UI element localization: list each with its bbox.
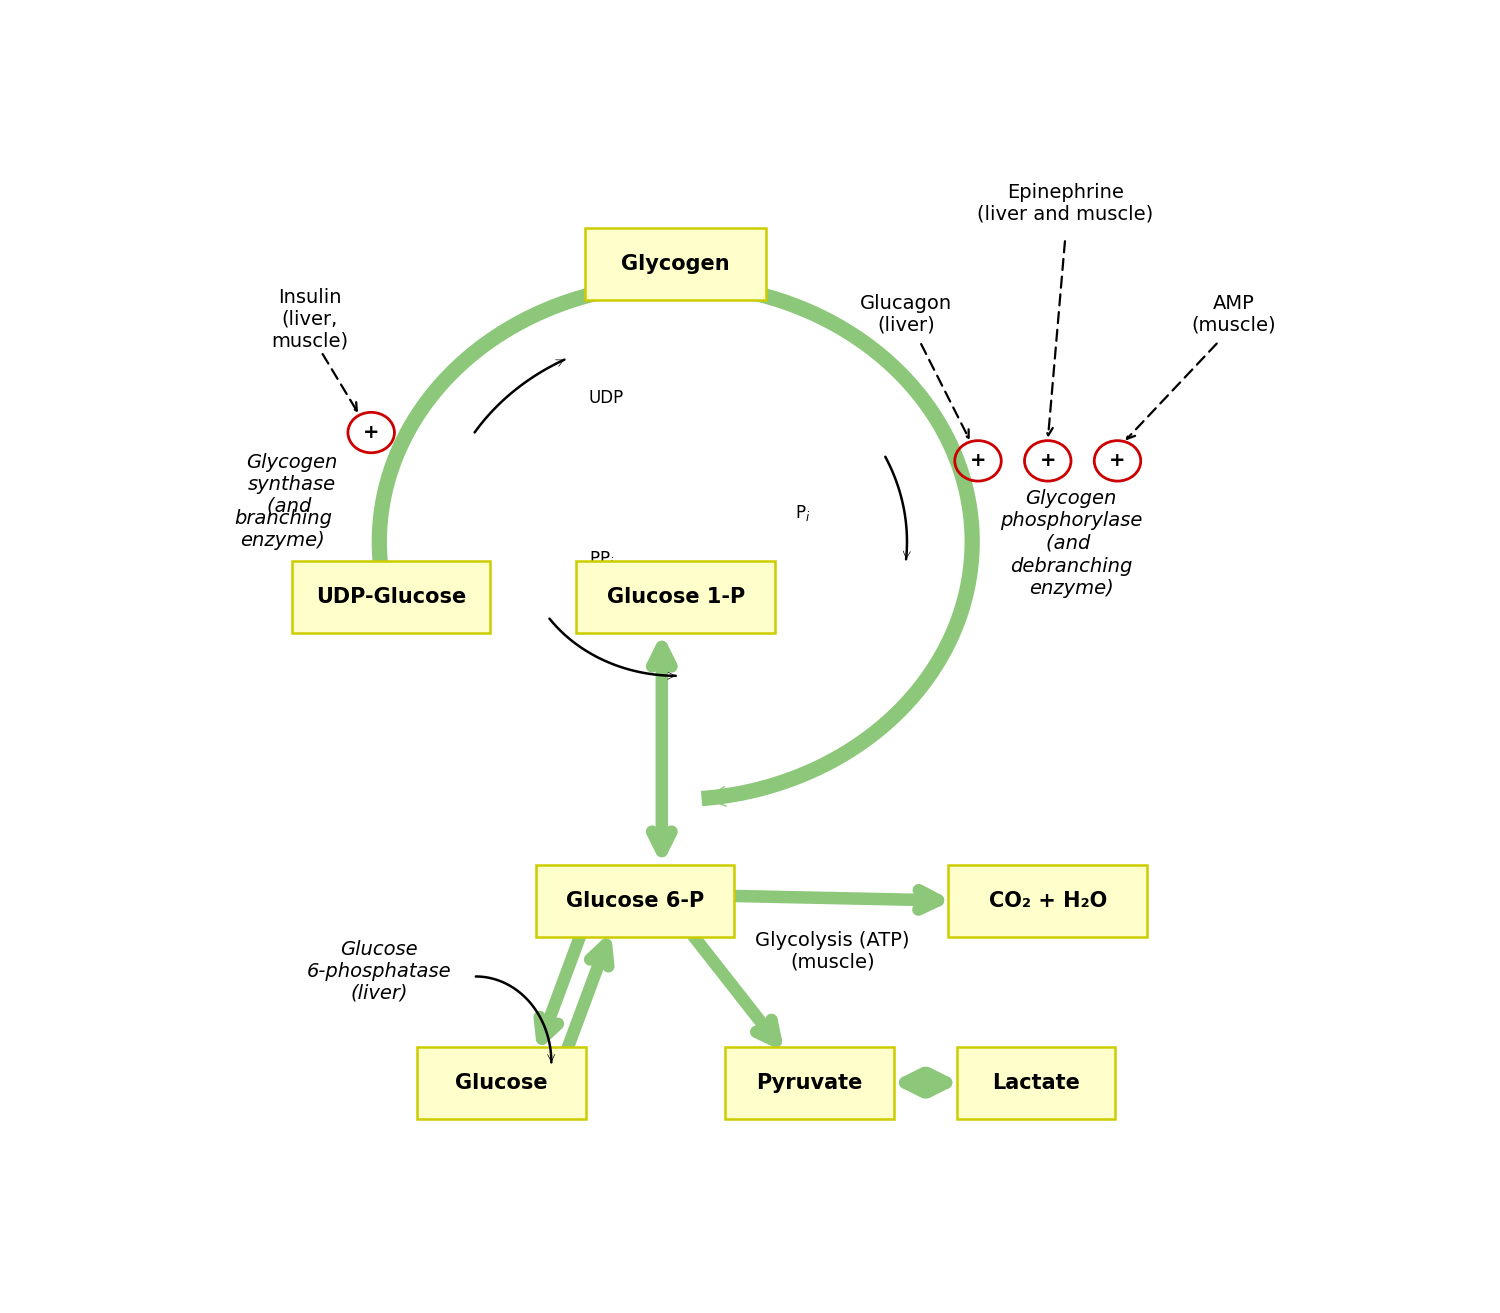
Text: CO₂ + H₂O: CO₂ + H₂O: [988, 890, 1107, 911]
Text: Epinephrine
(liver and muscle): Epinephrine (liver and muscle): [976, 183, 1154, 223]
Text: Glucose 6-P: Glucose 6-P: [566, 890, 704, 911]
Text: +: +: [363, 423, 380, 442]
FancyBboxPatch shape: [724, 1046, 894, 1119]
Text: Pyruvate: Pyruvate: [756, 1073, 862, 1092]
Text: Glucose 1-P: Glucose 1-P: [606, 587, 746, 608]
FancyBboxPatch shape: [585, 228, 766, 299]
Text: Glycogen
synthase
(and: Glycogen synthase (and: [246, 453, 338, 516]
Text: AMP
(muscle): AMP (muscle): [1191, 294, 1276, 335]
FancyBboxPatch shape: [536, 865, 735, 936]
Text: P$_i$: P$_i$: [795, 503, 810, 524]
FancyBboxPatch shape: [291, 562, 490, 633]
FancyBboxPatch shape: [576, 562, 776, 633]
Text: Glycolysis (ATP)
(muscle): Glycolysis (ATP) (muscle): [756, 931, 910, 972]
Text: Insulin
(liver,
muscle): Insulin (liver, muscle): [272, 288, 348, 351]
Text: Glucose: Glucose: [454, 1073, 548, 1092]
Text: Glycogen: Glycogen: [621, 253, 730, 273]
Text: PP$_i$: PP$_i$: [588, 549, 613, 569]
Text: +: +: [969, 452, 987, 470]
Text: +: +: [1040, 452, 1056, 470]
FancyBboxPatch shape: [948, 865, 1148, 936]
Text: Glycogen
phosphorylase
(and: Glycogen phosphorylase (and: [1000, 490, 1142, 553]
Text: branching
enzyme): branching enzyme): [234, 509, 332, 550]
Text: Glucose
6-phosphatase
(liver): Glucose 6-phosphatase (liver): [308, 940, 452, 1003]
Text: UDP-Glucose: UDP-Glucose: [316, 587, 466, 608]
Text: Lactate: Lactate: [992, 1073, 1080, 1092]
FancyBboxPatch shape: [957, 1046, 1114, 1119]
Text: debranching
enzyme): debranching enzyme): [1010, 557, 1132, 597]
Text: UTP: UTP: [624, 607, 656, 625]
FancyBboxPatch shape: [417, 1046, 586, 1119]
Text: UDP: UDP: [588, 389, 624, 407]
Text: Glucagon
(liver): Glucagon (liver): [859, 294, 952, 335]
Text: +: +: [1108, 452, 1125, 470]
